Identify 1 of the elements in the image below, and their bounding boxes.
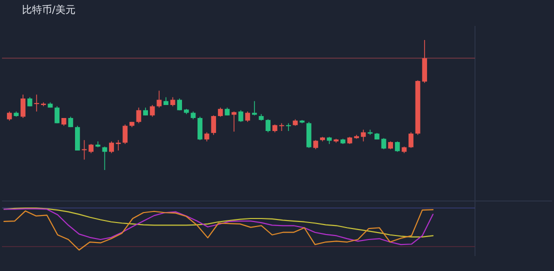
chart-title: 比特币/美元	[22, 4, 76, 16]
